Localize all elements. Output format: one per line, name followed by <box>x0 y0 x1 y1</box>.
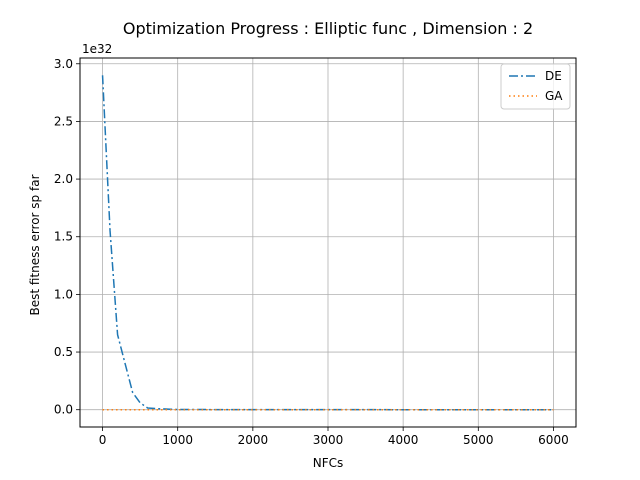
y-axis-ticks: 0.0 0.5 1.0 1.5 2.0 2.5 3.0 <box>54 57 80 417</box>
x-tick-label: 4000 <box>388 433 419 447</box>
x-tick-label: 2000 <box>238 433 269 447</box>
x-tick-label: 6000 <box>538 433 569 447</box>
y-axis-label: Best fitness error sp far <box>28 174 42 315</box>
grid-lines <box>80 58 576 427</box>
legend: DE GA <box>500 63 571 110</box>
y-tick-label: 2.0 <box>54 172 73 186</box>
x-axis-label: NFCs <box>313 456 344 470</box>
y-tick-label: 1.5 <box>54 230 73 244</box>
y-tick-label: 0.5 <box>54 345 73 359</box>
legend-label-ga: GA <box>545 89 563 103</box>
x-tick-label: 5000 <box>463 433 494 447</box>
chart-title: Optimization Progress : Elliptic func , … <box>123 19 533 38</box>
x-tick-label: 3000 <box>313 433 344 447</box>
y-tick-label: 0.0 <box>54 403 73 417</box>
x-tick-label: 0 <box>99 433 107 447</box>
y-tick-label: 1.0 <box>54 287 73 301</box>
series-line-de <box>101 75 554 411</box>
y-axis-scale-label: 1e32 <box>82 42 112 56</box>
y-tick-label: 3.0 <box>54 57 73 71</box>
x-axis-ticks: 0 1000 2000 3000 4000 5000 6000 <box>99 427 569 447</box>
plot-series <box>101 75 554 411</box>
x-tick-label: 1000 <box>162 433 193 447</box>
legend-label-de: DE <box>545 69 562 83</box>
legend-box <box>500 63 571 110</box>
y-tick-label: 2.5 <box>54 114 73 128</box>
